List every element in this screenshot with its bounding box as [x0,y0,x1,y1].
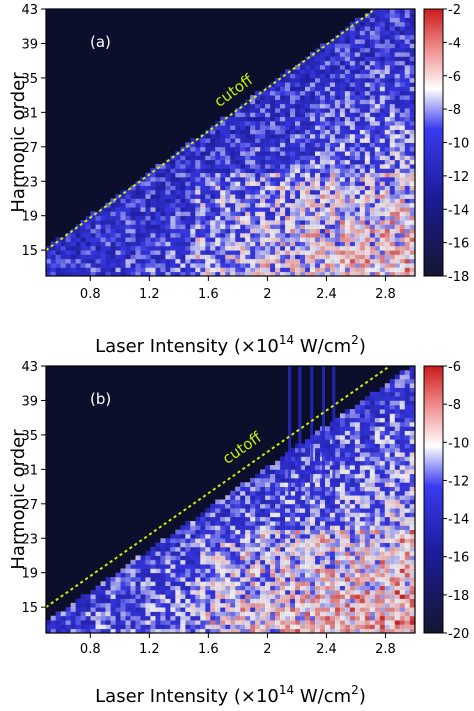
x-tick-label: 1.6 [198,287,219,302]
y-tick-label: 35 [21,72,38,87]
y-tick-label: 19 [21,567,38,582]
x-tick-label: 2.8 [375,287,396,302]
x-tick-label: 1.2 [139,287,160,302]
y-tick-label: 23 [21,175,38,190]
x-tick-label: 0.8 [80,287,101,302]
x-tick-label: 2 [263,287,271,302]
y-tick-label: 39 [21,394,38,409]
colorbar [423,365,444,634]
colorbar-tick-label: -8 [448,398,461,413]
colorbar-tick-label: -8 [448,103,461,118]
x-tick-label: 2.4 [316,642,337,657]
y-tick-label: 19 [21,210,38,225]
x-tick-label: 2 [263,642,271,657]
x-axis-label: Laser Intensity (×1014 W/cm2) [95,683,366,707]
colorbar-tick-label: -14 [448,513,469,528]
colorbar-tick-label: -10 [448,436,469,451]
colorbar-tick-label: -14 [448,203,469,218]
y-tick-label: 35 [21,429,38,444]
y-tick-label: 15 [21,601,38,616]
y-tick-label: 27 [21,498,38,513]
y-tick-label: 15 [21,244,38,259]
cutoff-line [45,365,391,608]
colorbar-tick-label: -16 [448,237,469,252]
colorbar-tick-label: -6 [448,360,461,375]
y-tick-label: 43 [21,3,38,18]
y-axis-label: Harmonic order [8,429,29,570]
colorbar-tick-label: -18 [448,270,469,285]
y-tick-label: 43 [21,360,38,375]
y-tick-label: 31 [21,106,38,121]
heatmap-texture [46,366,415,633]
colorbar-tick-label: -6 [448,70,461,85]
y-tick-label: 23 [21,532,38,547]
panel-label: (a) [90,33,111,51]
plot-frame [45,8,416,277]
y-tick-label: 31 [21,463,38,478]
cutoff-line [45,8,376,251]
y-tick-label: 27 [21,141,38,156]
colorbar-tick-label: -16 [448,551,469,566]
colorbar-tick-label: -4 [448,36,461,51]
x-tick-label: 2.8 [375,642,396,657]
heatmap-texture [46,9,415,276]
colorbar-tick-label: -20 [448,627,469,642]
x-tick-label: 1.6 [198,642,219,657]
panel-label: (b) [90,390,111,408]
colorbar [423,8,444,277]
x-tick-label: 0.8 [80,642,101,657]
colorbar-tick-label: -10 [448,137,469,152]
x-axis-label: Laser Intensity (×1014 W/cm2) [95,333,366,357]
y-tick-label: 39 [21,37,38,52]
x-tick-label: 1.2 [139,642,160,657]
y-axis-label: Harmonic order [8,72,29,213]
plot-frame [45,365,416,634]
colorbar-tick-label: -18 [448,589,469,604]
colorbar-tick-label: -2 [448,3,461,18]
colorbar-tick-label: -12 [448,170,469,185]
colorbar-tick-label: -12 [448,474,469,489]
x-tick-label: 2.4 [316,287,337,302]
